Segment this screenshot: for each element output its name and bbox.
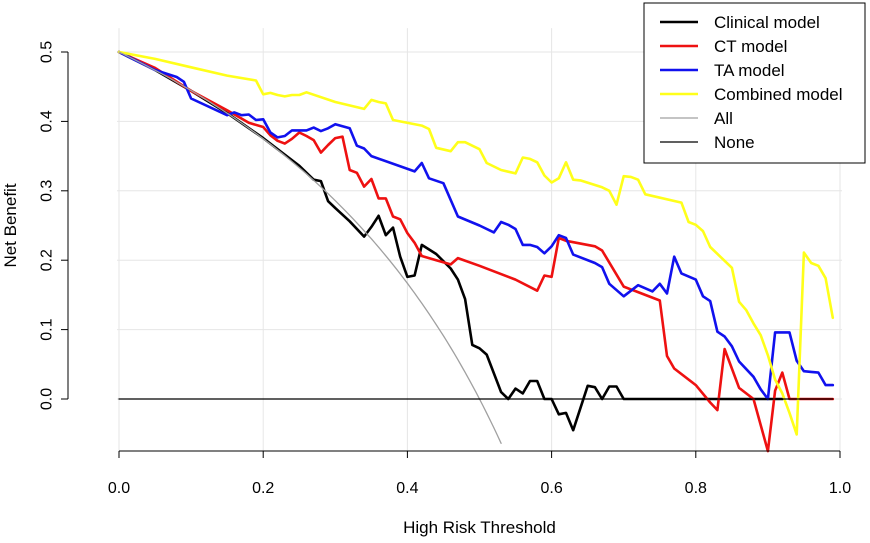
x-tick-label: 0.2: [252, 480, 274, 497]
y-tick-label: 0.4: [39, 110, 56, 132]
x-axis-label: High Risk Threshold: [403, 518, 556, 537]
y-axis-label: Net Benefit: [1, 183, 20, 267]
x-tick-label: 0.4: [396, 480, 418, 497]
y-tick-label: 0.5: [39, 41, 56, 63]
x-tick-label: 0.8: [685, 480, 707, 497]
series-line-ct-model: [117, 50, 835, 453]
legend-label: TA model: [714, 61, 785, 80]
y-tick-label: 0.1: [39, 318, 56, 340]
axes: 0.0 0.2 0.4 0.6 0.8 1.0 0.0 0.1 0.2 0.3 0.4 0.5: [39, 41, 852, 497]
series-line-all: [118, 51, 502, 444]
series-line-clinical-model: [117, 50, 784, 432]
y-tick-label: 0.3: [39, 180, 56, 202]
legend-label: None: [714, 133, 755, 152]
y-tick-label: 0.0: [39, 388, 56, 410]
y-tick-label: 0.2: [39, 249, 56, 271]
legend-label: Combined model: [714, 85, 843, 104]
legend: Clinical model CT model TA model Combined m…: [643, 2, 866, 164]
series-layer: [117, 50, 835, 453]
legend-label: CT model: [714, 37, 787, 56]
legend-label: All: [714, 109, 733, 128]
series-line-combined-model: [117, 50, 835, 436]
legend-label: Clinical model: [714, 13, 820, 32]
x-tick-label: 0.6: [540, 480, 562, 497]
legend-box: [643, 2, 866, 164]
series-line-ta-model: [117, 50, 835, 401]
x-tick-label: 1.0: [829, 480, 851, 497]
x-tick-label: 0.0: [108, 480, 130, 497]
